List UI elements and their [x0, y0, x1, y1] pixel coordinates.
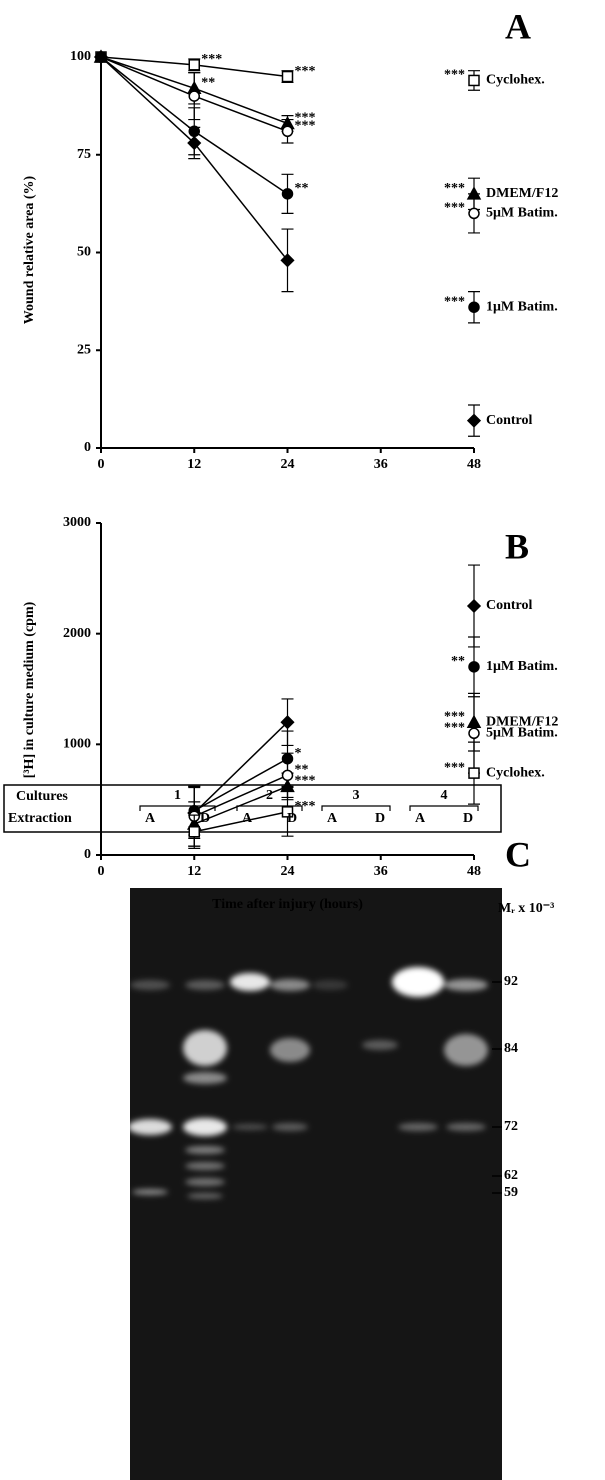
marker-label: 92	[504, 974, 518, 989]
significance-label: **	[451, 654, 465, 669]
gel: Cultures Extraction C Mᵣ x 10⁻³	[4, 785, 554, 1480]
y-tick-label: 50	[77, 245, 91, 260]
legend-label: 1μM Batim.	[486, 299, 558, 314]
y-axis-title: Wound relative area (%)	[22, 175, 37, 324]
y-tick-label: 100	[70, 49, 91, 64]
legend-label: 1μM Batim.	[486, 659, 558, 674]
lane-label: D	[287, 811, 297, 826]
significance-label: ***	[444, 181, 465, 196]
y-tick-label: 1000	[63, 737, 91, 752]
marker-label: 84	[504, 1041, 518, 1056]
culture-label: 4	[441, 788, 448, 803]
significance-label: ***	[444, 201, 465, 216]
marker-label: 59	[504, 1185, 518, 1200]
lane-label: A	[327, 811, 338, 826]
significance-label: ***	[295, 64, 316, 79]
x-tick-label: 12	[187, 864, 201, 879]
significance-label: **	[295, 181, 309, 196]
marker-label: 72	[504, 1119, 518, 1134]
marker	[283, 72, 293, 82]
gel-header-box	[4, 785, 501, 832]
mr-label: Mᵣ x 10⁻³	[498, 901, 554, 916]
y-axis-title: [³H] in culture medium (cpm)	[22, 601, 37, 778]
significance-label: ***	[444, 68, 465, 83]
x-tick-label: 48	[467, 457, 481, 472]
gel-image	[130, 888, 502, 1480]
lane-label: D	[463, 811, 473, 826]
lane-label: A	[145, 811, 156, 826]
marker	[189, 827, 199, 837]
figure: Cultures Extraction C Mᵣ x 10⁻³ 0 25 50 75 1…	[0, 0, 605, 1480]
significance-label: ***	[444, 720, 465, 735]
x-axis-title: Time after injury (hours)	[212, 897, 363, 912]
y-tick-label: 75	[77, 147, 91, 162]
significance-label: **	[201, 75, 215, 90]
x-tick-label: 12	[187, 457, 201, 472]
x-tick-label: 36	[374, 457, 388, 472]
marker	[189, 60, 199, 70]
lane-label: D	[200, 811, 210, 826]
significance-label: ***	[295, 119, 316, 134]
marker	[469, 728, 479, 738]
marker	[468, 600, 480, 612]
culture-label: 2	[266, 788, 273, 803]
x-tick-label: 0	[98, 457, 105, 472]
marker	[469, 302, 479, 312]
panel-label: B	[505, 526, 529, 566]
extraction-label: Extraction	[8, 811, 72, 826]
lane-label: A	[415, 811, 426, 826]
marker	[469, 75, 479, 85]
x-tick-label: 0	[98, 864, 105, 879]
legend-label: 5μM Batim.	[486, 725, 558, 740]
significance-label: ***	[444, 760, 465, 775]
significance-label: ***	[444, 294, 465, 309]
significance-label: ***	[201, 52, 222, 67]
significance-label: **	[295, 763, 309, 778]
legend-label: Cyclohex.	[486, 73, 545, 88]
marker	[283, 189, 293, 199]
marker	[283, 126, 293, 136]
x-tick-label: 24	[281, 457, 295, 472]
significance-label: *	[295, 746, 302, 761]
legend-label: Control	[486, 413, 533, 428]
legend-label: Control	[486, 598, 533, 613]
y-tick-label: 25	[77, 342, 91, 357]
series-line	[194, 606, 474, 813]
series-line	[194, 667, 474, 811]
panel-label: A	[505, 6, 531, 46]
marker	[189, 91, 199, 101]
legend-label: DMEM/F12	[486, 186, 558, 201]
panel-label: C	[505, 834, 531, 874]
x-tick-label: 48	[467, 864, 481, 879]
y-tick-label: 2000	[63, 626, 91, 641]
culture-label: 3	[353, 788, 360, 803]
culture-label: 1	[174, 788, 181, 803]
lane-label: D	[375, 811, 385, 826]
x-tick-label: 24	[281, 864, 295, 879]
y-tick-label: 0	[84, 847, 91, 862]
marker	[469, 208, 479, 218]
series-line	[194, 733, 474, 816]
marker	[468, 415, 480, 427]
marker	[283, 770, 293, 780]
x-tick-label: 36	[374, 864, 388, 879]
y-tick-label: 0	[84, 440, 91, 455]
marker-label: 62	[504, 1168, 518, 1183]
lane-label: A	[242, 811, 253, 826]
cultures-label: Cultures	[16, 789, 68, 804]
marker	[469, 662, 479, 672]
legend-label: Cyclohex.	[486, 765, 545, 780]
legend-label: 5μM Batim.	[486, 206, 558, 221]
y-tick-label: 3000	[63, 515, 91, 530]
marker	[469, 768, 479, 778]
